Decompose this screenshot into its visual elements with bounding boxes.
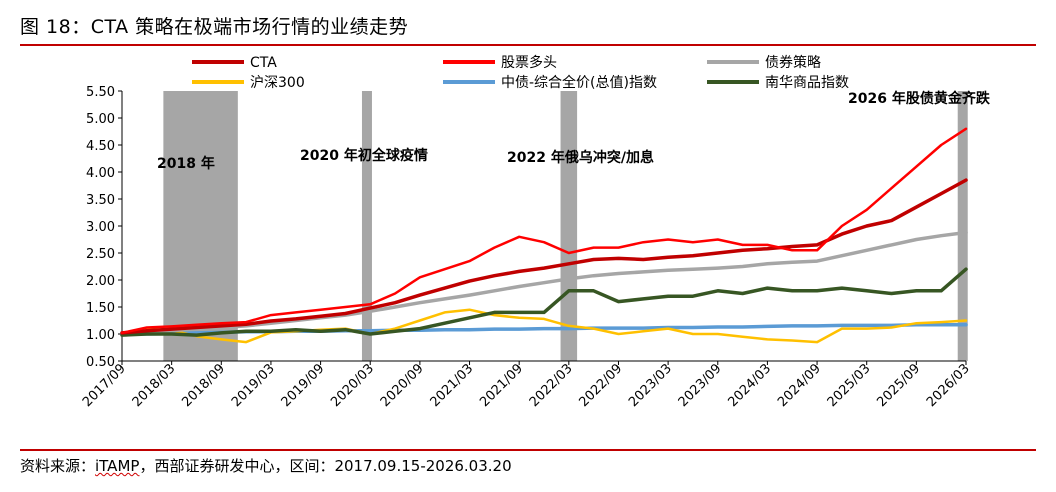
y-tick-label: 3.50 xyxy=(86,193,115,208)
source-note: 资料来源：iTAMP，西部证券研发中心，区间：2017.09.15-2026.0… xyxy=(20,455,512,476)
y-tick-label: 4.00 xyxy=(86,166,115,181)
series-line-4 xyxy=(120,308,968,344)
chart-series xyxy=(120,127,968,344)
y-tick-label: 1.00 xyxy=(86,328,115,343)
series-line-6 xyxy=(120,267,968,337)
y-tick-label: 2.00 xyxy=(86,274,115,289)
x-tick-label: 2024/03 xyxy=(725,361,774,410)
x-tick-label: 2018/09 xyxy=(179,361,228,410)
y-tick-label: 5.50 xyxy=(86,85,115,100)
x-tick-label: 2025/09 xyxy=(874,361,923,410)
x-tick-label: 2024/09 xyxy=(775,361,824,410)
series-line-2 xyxy=(120,127,968,335)
shaded-period-4 xyxy=(957,91,968,361)
legend-label: 股票多头 xyxy=(501,54,557,71)
chart-annotations: 2018 年 2020 年初全球疫情 2022 年俄乌冲突/加息 2026 年股债黄金… xyxy=(157,90,991,172)
y-tick-label: 2.50 xyxy=(86,247,115,262)
legend-label: 南华商品指数 xyxy=(765,75,849,91)
line-chart: 5.50 5.00 4.50 4.00 3.50 3.00 2.50 2.00 1.50 1.00… xyxy=(80,54,991,410)
x-tick-label: 2023/03 xyxy=(626,361,675,410)
legend-label: CTA xyxy=(250,55,277,71)
x-tick-label: 2021/09 xyxy=(477,361,526,410)
source-suffix: ，西部证券研发中心，区间：2017.09.15-2026.03.20 xyxy=(139,457,512,475)
y-tick-label: 5.00 xyxy=(86,112,115,127)
period-annotation-4: 2026 年股债黄金齐跌 xyxy=(848,90,991,107)
shaded-periods xyxy=(163,91,968,361)
y-tick-label: 4.50 xyxy=(86,139,115,154)
x-tick-label: 2019/03 xyxy=(229,361,278,410)
y-tick-label: 1.50 xyxy=(86,301,115,316)
x-tick-label: 2022/09 xyxy=(576,361,625,410)
source-name: iTAMP xyxy=(95,457,140,475)
x-tick-label: 2020/03 xyxy=(328,361,377,410)
x-tick-label: 2018/03 xyxy=(130,361,179,410)
period-annotation-2: 2020 年初全球疫情 xyxy=(300,147,428,164)
x-tick-label: 2025/03 xyxy=(825,361,874,410)
legend-label: 债券策略 xyxy=(765,54,821,71)
x-tick-label: 2023/09 xyxy=(676,361,725,410)
title-rule xyxy=(20,44,1036,46)
period-annotation-1: 2018 年 xyxy=(157,155,215,172)
period-annotation-3: 2022 年俄乌冲突/加息 xyxy=(507,149,654,166)
shaded-period-2 xyxy=(361,91,372,361)
legend-label: 沪深300 xyxy=(250,75,305,91)
figure-title: 图 18：CTA 策略在极端市场行情的业绩走势 xyxy=(20,16,409,38)
x-tick-label: 2020/09 xyxy=(378,361,427,410)
x-tick-label: 2022/03 xyxy=(527,361,576,410)
shaded-period-1 xyxy=(163,91,238,361)
series-line-3 xyxy=(120,230,968,335)
x-tick-label: 2021/03 xyxy=(428,361,477,410)
x-tick-label: 2026/03 xyxy=(924,361,973,410)
shaded-period-3 xyxy=(560,91,578,361)
x-tick-label: 2019/09 xyxy=(279,361,328,410)
legend-label: 中债-综合全价(总值)指数 xyxy=(501,74,657,91)
y-tick-label: 0.50 xyxy=(86,355,115,370)
source-rule xyxy=(20,449,1036,451)
source-prefix: 资料来源： xyxy=(20,457,96,475)
y-tick-label: 3.00 xyxy=(86,220,115,235)
